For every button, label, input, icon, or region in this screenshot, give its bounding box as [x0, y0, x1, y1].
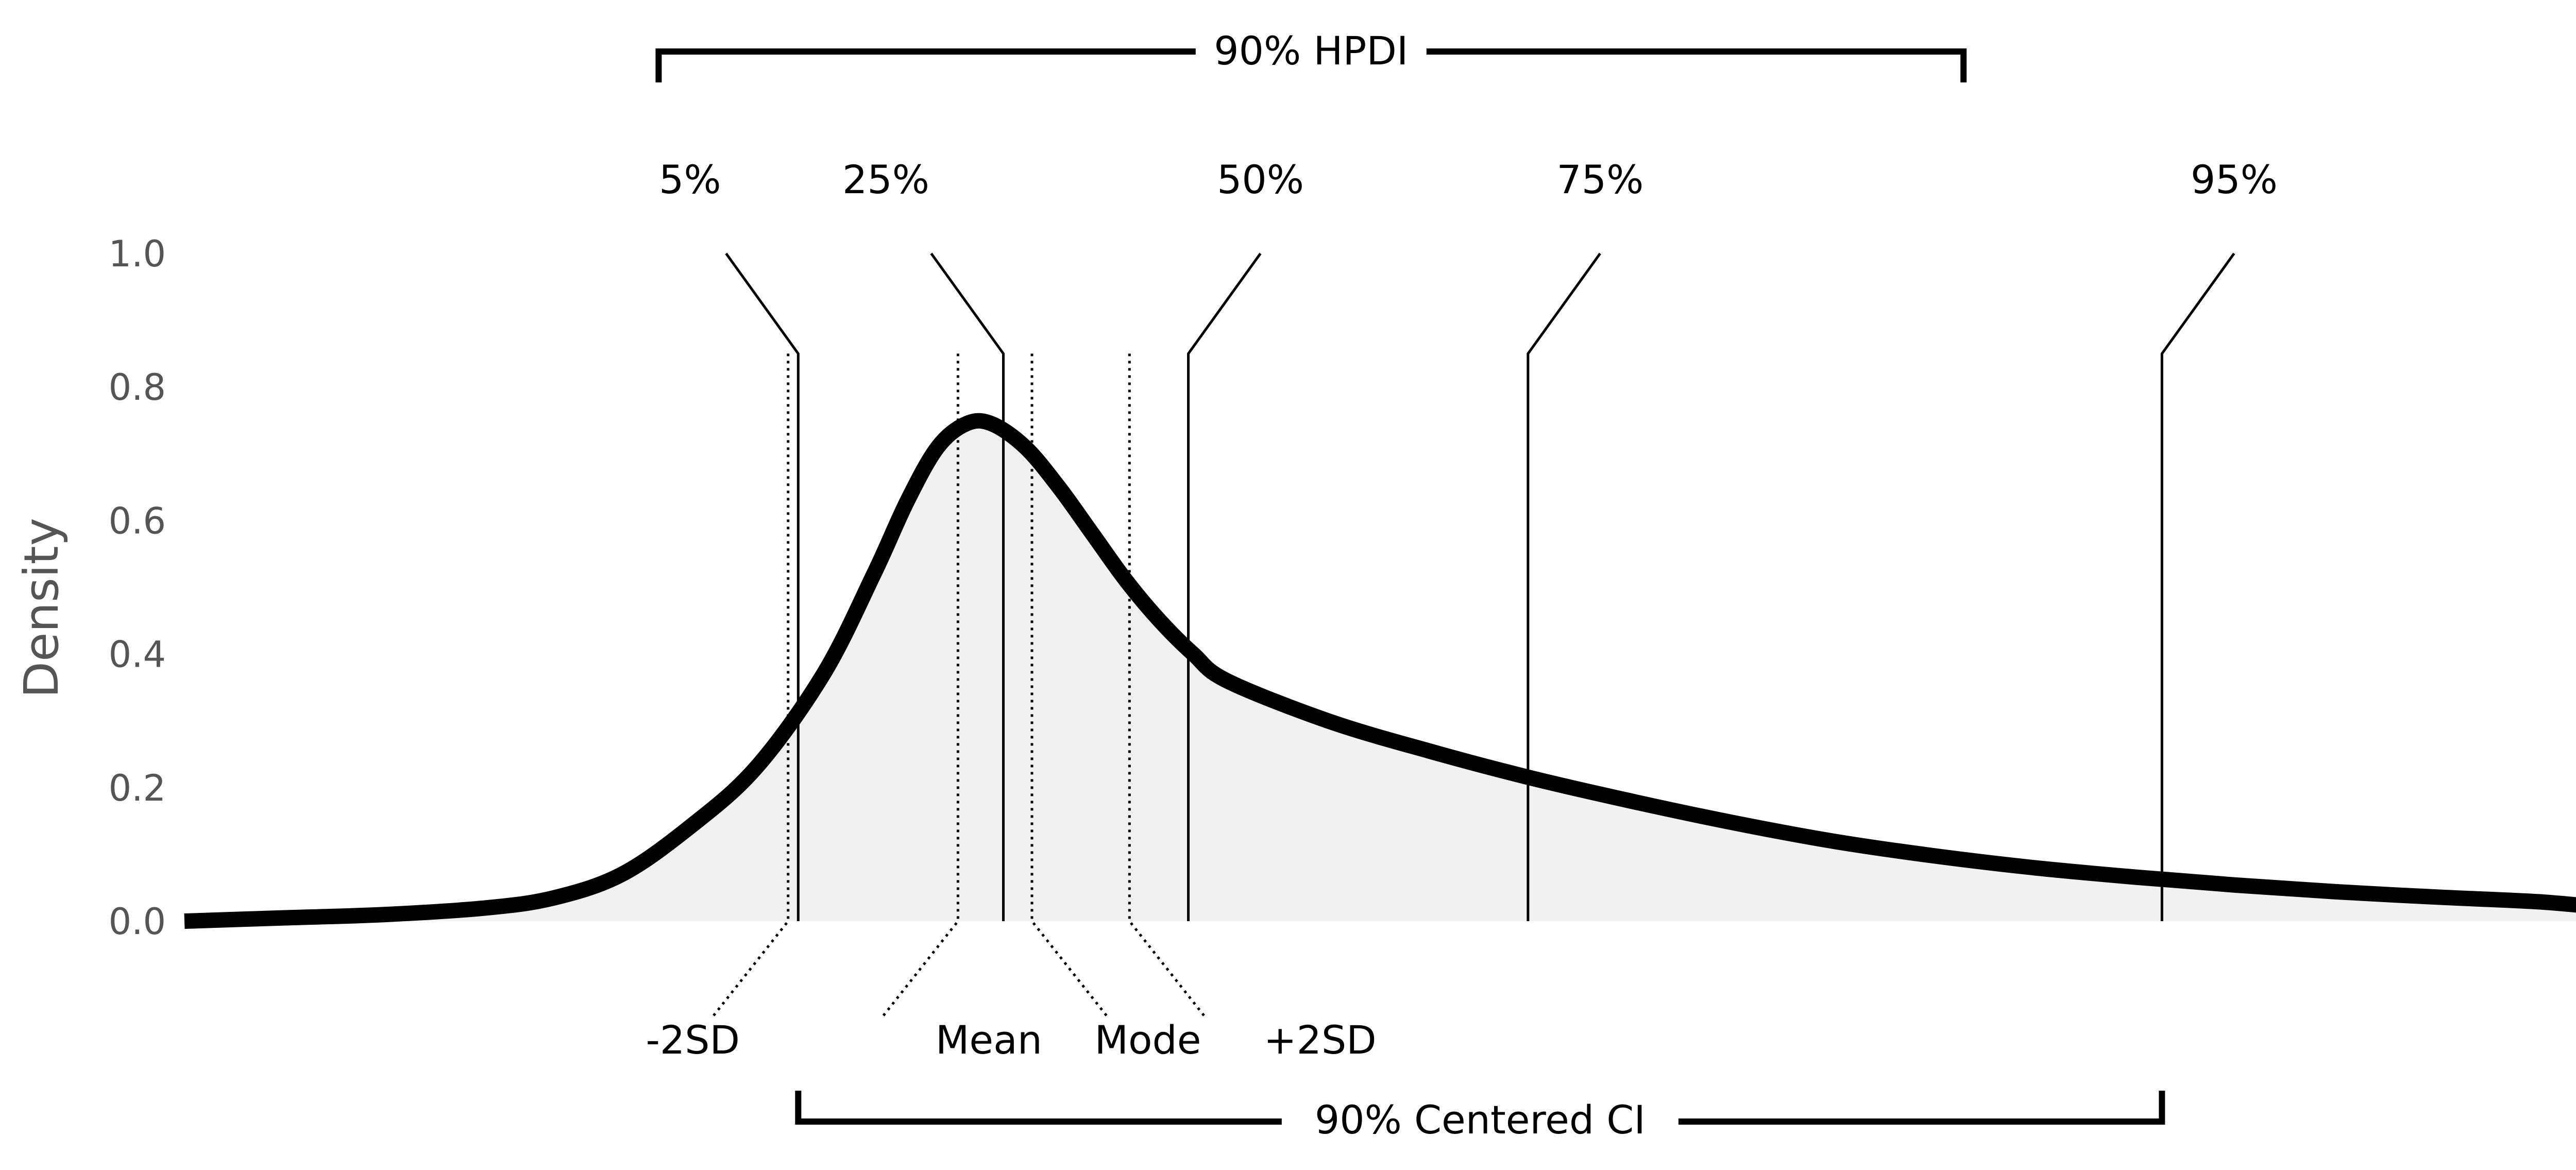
quantile-label: 50%	[1217, 157, 1304, 202]
quantile-label: 25%	[842, 157, 929, 202]
centered-ci-label: 90% Centered CI	[1315, 1097, 1646, 1143]
y-axis: 0.0 0.2 0.4 0.6 0.8 1.0	[109, 233, 166, 943]
centered-ci-bracket	[795, 1091, 2165, 1125]
quantile-label: 75%	[1556, 157, 1643, 202]
marker-line	[1128, 353, 1208, 1020]
quantile-label: 95%	[2191, 157, 2278, 202]
marker-label: +2SD	[1264, 1017, 1377, 1063]
interval-brackets: 90% HPDI 90% Centered CI	[655, 28, 2165, 1143]
y-tick-label: 0.0	[109, 901, 166, 943]
marker-label: Mode	[1094, 1017, 1201, 1063]
summary-markers: -2SD Mean Mode +2SD	[646, 353, 1377, 1063]
marker-line	[1030, 353, 1110, 1020]
quantile-line	[1187, 252, 1262, 921]
quantile-line	[930, 252, 1005, 921]
quantile-line	[2160, 252, 2235, 921]
quantile-lines: 5% 25% 50% 75% 95%	[659, 157, 2278, 921]
hpdi-bracket	[655, 48, 1967, 82]
hpdi-label: 90% HPDI	[1214, 28, 1408, 74]
y-axis-title: Density	[14, 518, 69, 698]
marker-label: Mean	[936, 1017, 1042, 1063]
quantile-label: 5%	[659, 157, 721, 202]
marker-line	[879, 353, 959, 1020]
y-tick-label: 1.0	[109, 233, 166, 275]
density-curve	[184, 413, 2576, 929]
y-tick-label: 0.2	[109, 767, 166, 809]
marker-label: -2SD	[646, 1017, 740, 1063]
y-tick-label: 0.4	[109, 634, 166, 676]
quantile-line	[1527, 252, 1601, 921]
density-area-fill	[184, 420, 2576, 921]
y-tick-label: 0.6	[109, 500, 166, 542]
marker-line	[709, 353, 790, 1020]
quantile-line	[725, 252, 800, 921]
y-tick-label: 0.8	[109, 366, 166, 409]
